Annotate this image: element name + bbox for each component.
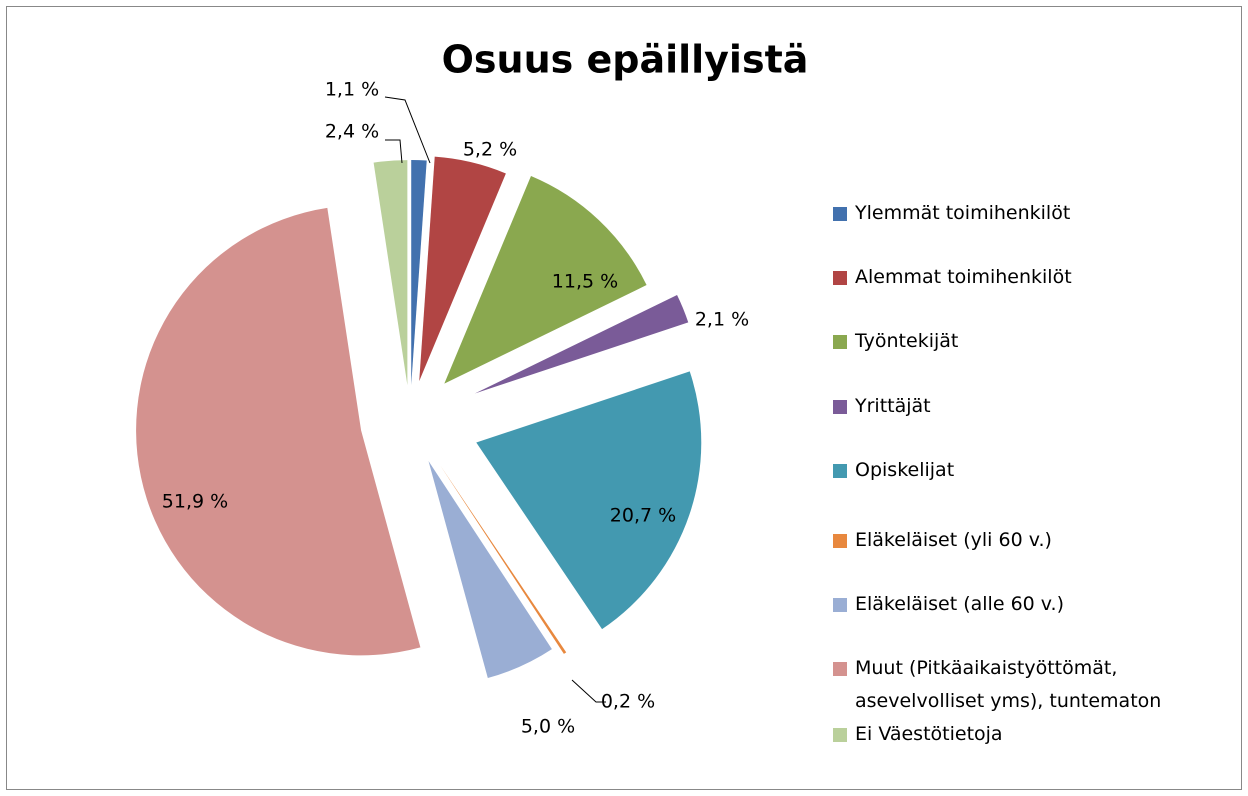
legend-label: Eläkeläiset (yli 60 v.)	[855, 529, 1052, 551]
legend-label: Alemmat toimihenkilöt	[855, 266, 1072, 288]
leader-line	[384, 96, 431, 164]
data-label: 2,4 %	[325, 121, 379, 143]
pie-slice	[373, 160, 408, 386]
legend-swatch	[833, 400, 847, 414]
legend-item: Työntekijät	[833, 325, 1213, 358]
legend-label: Muut (Pitkäaikaistyöttömät, asevelvollis…	[855, 657, 1162, 712]
data-label: 11,5 %	[552, 271, 618, 293]
legend-label: Eläkeläiset (alle 60 v.)	[855, 593, 1064, 615]
legend-label: Työntekijät	[855, 330, 959, 352]
chart-title: Osuus epäillyistä	[442, 38, 809, 82]
data-label: 0,2 %	[601, 691, 655, 713]
pie-slice	[440, 465, 567, 654]
data-label: 20,7 %	[610, 505, 676, 527]
data-label: 5,2 %	[463, 139, 517, 161]
legend-swatch	[833, 335, 847, 349]
legend-label: Opiskelijat	[855, 459, 955, 481]
legend-item: Alemmat toimihenkilöt	[833, 261, 1213, 294]
legend-item: Ylemmät toimihenkilöt	[833, 197, 1213, 230]
legend-label: Yrittäjät	[855, 395, 931, 417]
pie-slice	[411, 160, 427, 386]
legend-item: Muut (Pitkäaikaistyöttömät, asevelvollis…	[833, 652, 1213, 718]
legend-swatch	[833, 662, 847, 676]
legend-label: Ylemmät toimihenkilöt	[855, 202, 1071, 224]
legend-swatch	[833, 271, 847, 285]
legend-swatch	[833, 728, 847, 742]
data-label: 1,1 %	[325, 79, 379, 101]
pie-slice	[476, 371, 702, 630]
legend-swatch	[833, 534, 847, 548]
legend-item: Eläkeläiset (yli 60 v.)	[833, 524, 1213, 557]
pie-slice	[419, 156, 506, 382]
data-label: 2,1 %	[695, 309, 749, 331]
leader-line	[571, 679, 606, 703]
legend-item: Eläkeläiset (alle 60 v.)	[833, 588, 1213, 621]
pie-slice	[428, 461, 552, 679]
legend-swatch	[833, 207, 847, 221]
leader-line	[385, 139, 403, 164]
pie-slice	[444, 175, 647, 384]
data-label: 51,9 %	[162, 491, 228, 513]
legend-swatch	[833, 598, 847, 612]
pie-slice	[136, 207, 421, 656]
legend-item: Opiskelijat	[833, 454, 1213, 487]
data-label: 5,0 %	[521, 716, 575, 738]
legend-swatch	[833, 464, 847, 478]
legend-label: Ei Väestötietoja	[855, 723, 1003, 745]
legend-item: Ei Väestötietoja	[833, 718, 1213, 751]
legend-item: Yrittäjät	[833, 390, 1213, 423]
pie-slice	[474, 294, 689, 394]
